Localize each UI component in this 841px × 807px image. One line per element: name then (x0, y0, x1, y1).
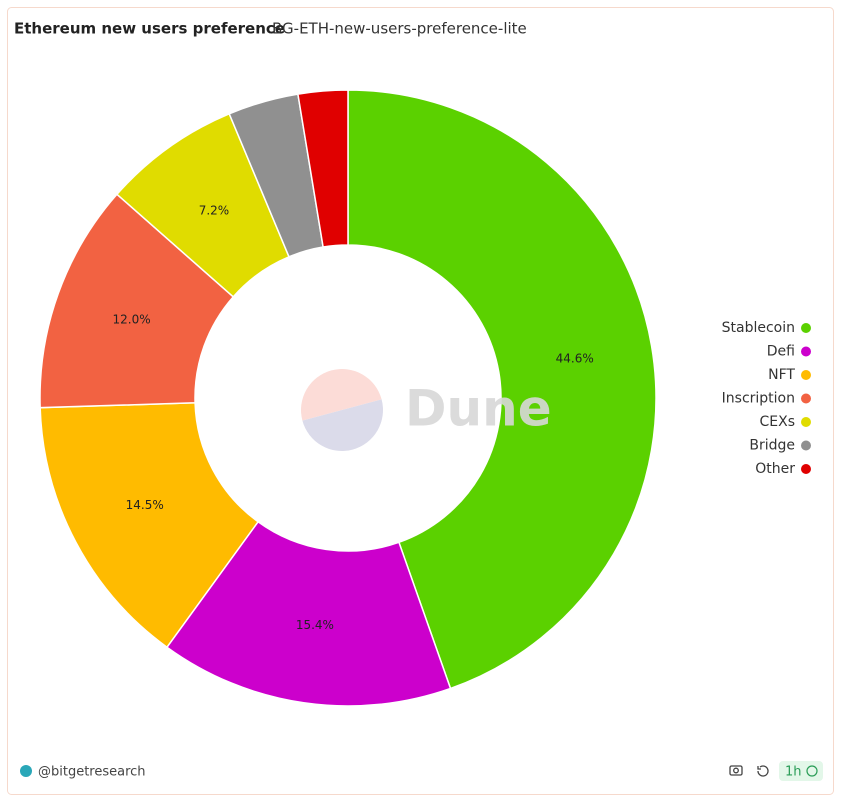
legend-dot (801, 464, 811, 474)
chart-subtitle: BG-ETH-new-users-preference-lite (272, 20, 527, 38)
legend-label: Bridge (749, 438, 795, 454)
refresh-label: 1h (785, 765, 802, 780)
slice-label: 12.0% (113, 313, 151, 327)
legend-label: CEXs (759, 414, 795, 430)
slice-label: 44.6% (556, 352, 594, 366)
refresh-icon[interactable] (757, 765, 769, 777)
legend-label: Inscription (722, 391, 795, 407)
slice (347, 89, 657, 690)
legend-dot (801, 440, 811, 451)
legend-dot (801, 370, 811, 380)
avatar (20, 765, 32, 777)
chart-title: Ethereum new users preference (14, 20, 285, 38)
watermark: Dune (301, 369, 552, 451)
check-icon (806, 765, 818, 777)
legend-label: Other (755, 461, 795, 477)
slice (39, 402, 260, 649)
legend: Stablecoin Defi NFT Inscription CEXs Bridge Ot… (722, 320, 811, 477)
camera-icon[interactable] (729, 765, 743, 776)
slice-label: 15.4% (296, 618, 334, 632)
legend-dot (801, 346, 811, 357)
legend-label: Defi (767, 344, 795, 360)
slice-label: 14.5% (126, 498, 164, 512)
author[interactable]: @bitgetresearch (38, 765, 146, 780)
legend-label: NFT (768, 367, 795, 383)
slice-label: 7.2% (199, 204, 230, 218)
slice (165, 520, 452, 707)
slice (297, 89, 349, 248)
donut: 44.6% 15.4% 14.5% 12.0% 7.2% (39, 89, 657, 707)
legend-label: Stablecoin (722, 320, 795, 336)
watermark-text: Dune (405, 380, 552, 438)
legend-dot (801, 323, 811, 333)
legend-dot (801, 417, 811, 427)
legend-dot (801, 393, 811, 404)
